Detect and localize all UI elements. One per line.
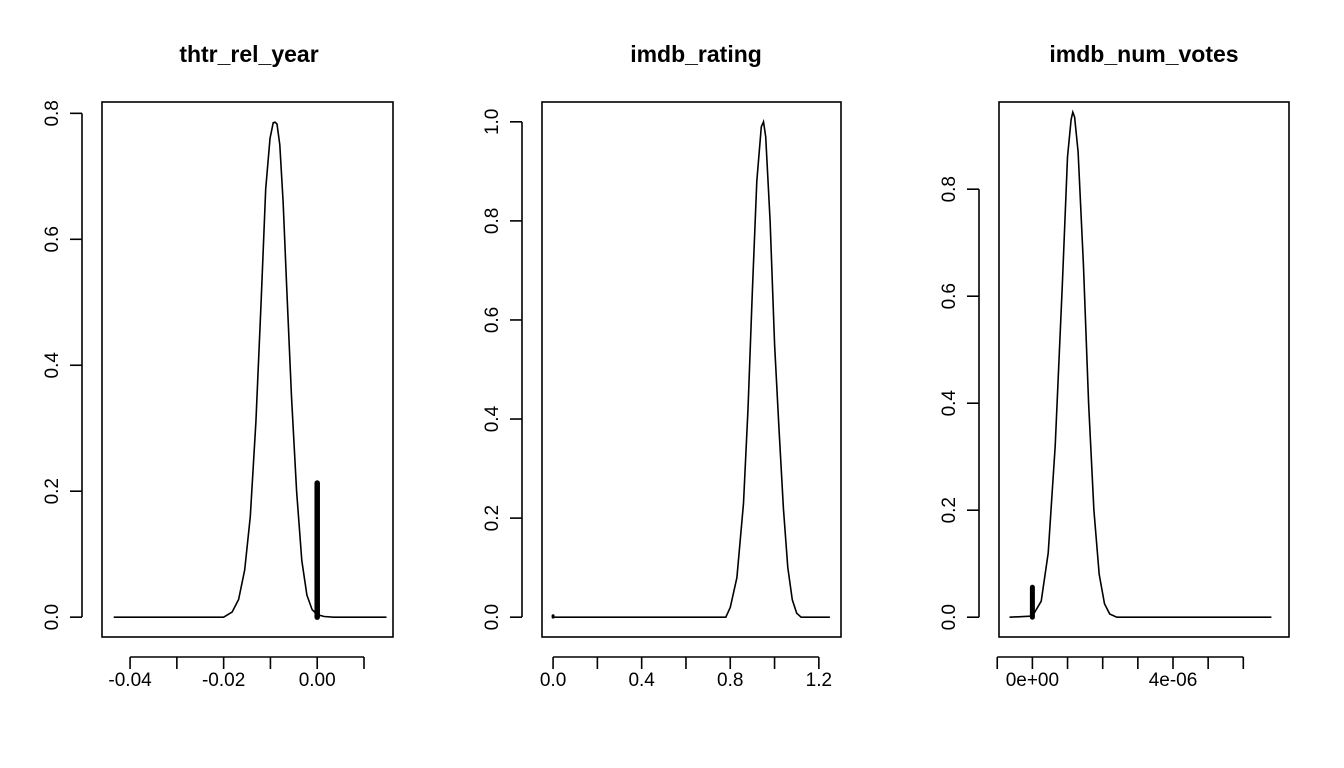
plot-frame	[998, 101, 1290, 638]
y-tick-label: 0.8	[939, 176, 960, 202]
plot-frame	[101, 101, 394, 638]
panel-3: imdb_num_votes 0e+00 4e-06 0.0 0.2 0.4 0.6 0.8	[939, 41, 1290, 691]
y-tick-label: 0.0	[482, 604, 503, 630]
x-tick-label: 0.00	[299, 670, 336, 691]
y-tick-label: 0.2	[482, 505, 503, 531]
x-tick-label: 0.4	[628, 670, 655, 691]
x-tick-label: 0.8	[717, 670, 743, 691]
panel-title: thtr_rel_year	[179, 41, 318, 67]
y-tick-label: 0.2	[42, 478, 63, 504]
x-tick-label: -0.02	[202, 670, 245, 691]
panel-title: imdb_num_votes	[1049, 41, 1238, 67]
y-tick-label: 0.0	[939, 604, 960, 630]
density-curve	[1009, 109, 1272, 619]
plot-frame	[541, 101, 842, 638]
density-curve	[553, 118, 830, 619]
x-tick-label: -0.04	[108, 670, 152, 691]
y-tick-label: 0.8	[482, 208, 503, 234]
y-tick-label: 0.6	[42, 226, 63, 252]
x-tick-label: 0e+00	[1006, 670, 1059, 691]
density-curve	[113, 121, 387, 619]
y-tick-label: 0.2	[939, 497, 960, 523]
x-tick-label: 0.0	[540, 670, 566, 691]
panel-1: thtr_rel_year -0.04 -0.02 0.00 0.0 0.2 0.4 0.6 0…	[42, 41, 394, 691]
panel-2: imdb_rating 0.0 0.4 0.8 1.2 0.0 0.2 0.4 0.6 0.8 1.…	[482, 41, 842, 691]
x-tick-label: 4e-06	[1149, 670, 1198, 691]
y-tick-label: 0.8	[42, 100, 63, 126]
y-tick-label: 0.6	[939, 283, 960, 309]
y-tick-label: 0.4	[42, 352, 63, 379]
y-tick-label: 0.4	[939, 390, 960, 417]
y-tick-label: 1.0	[482, 109, 503, 135]
panel-title: imdb_rating	[630, 41, 762, 67]
y-tick-label: 0.0	[42, 604, 63, 630]
x-tick-label: 1.2	[806, 670, 832, 691]
y-tick-label: 0.6	[482, 307, 503, 333]
y-tick-label: 0.4	[482, 405, 503, 432]
